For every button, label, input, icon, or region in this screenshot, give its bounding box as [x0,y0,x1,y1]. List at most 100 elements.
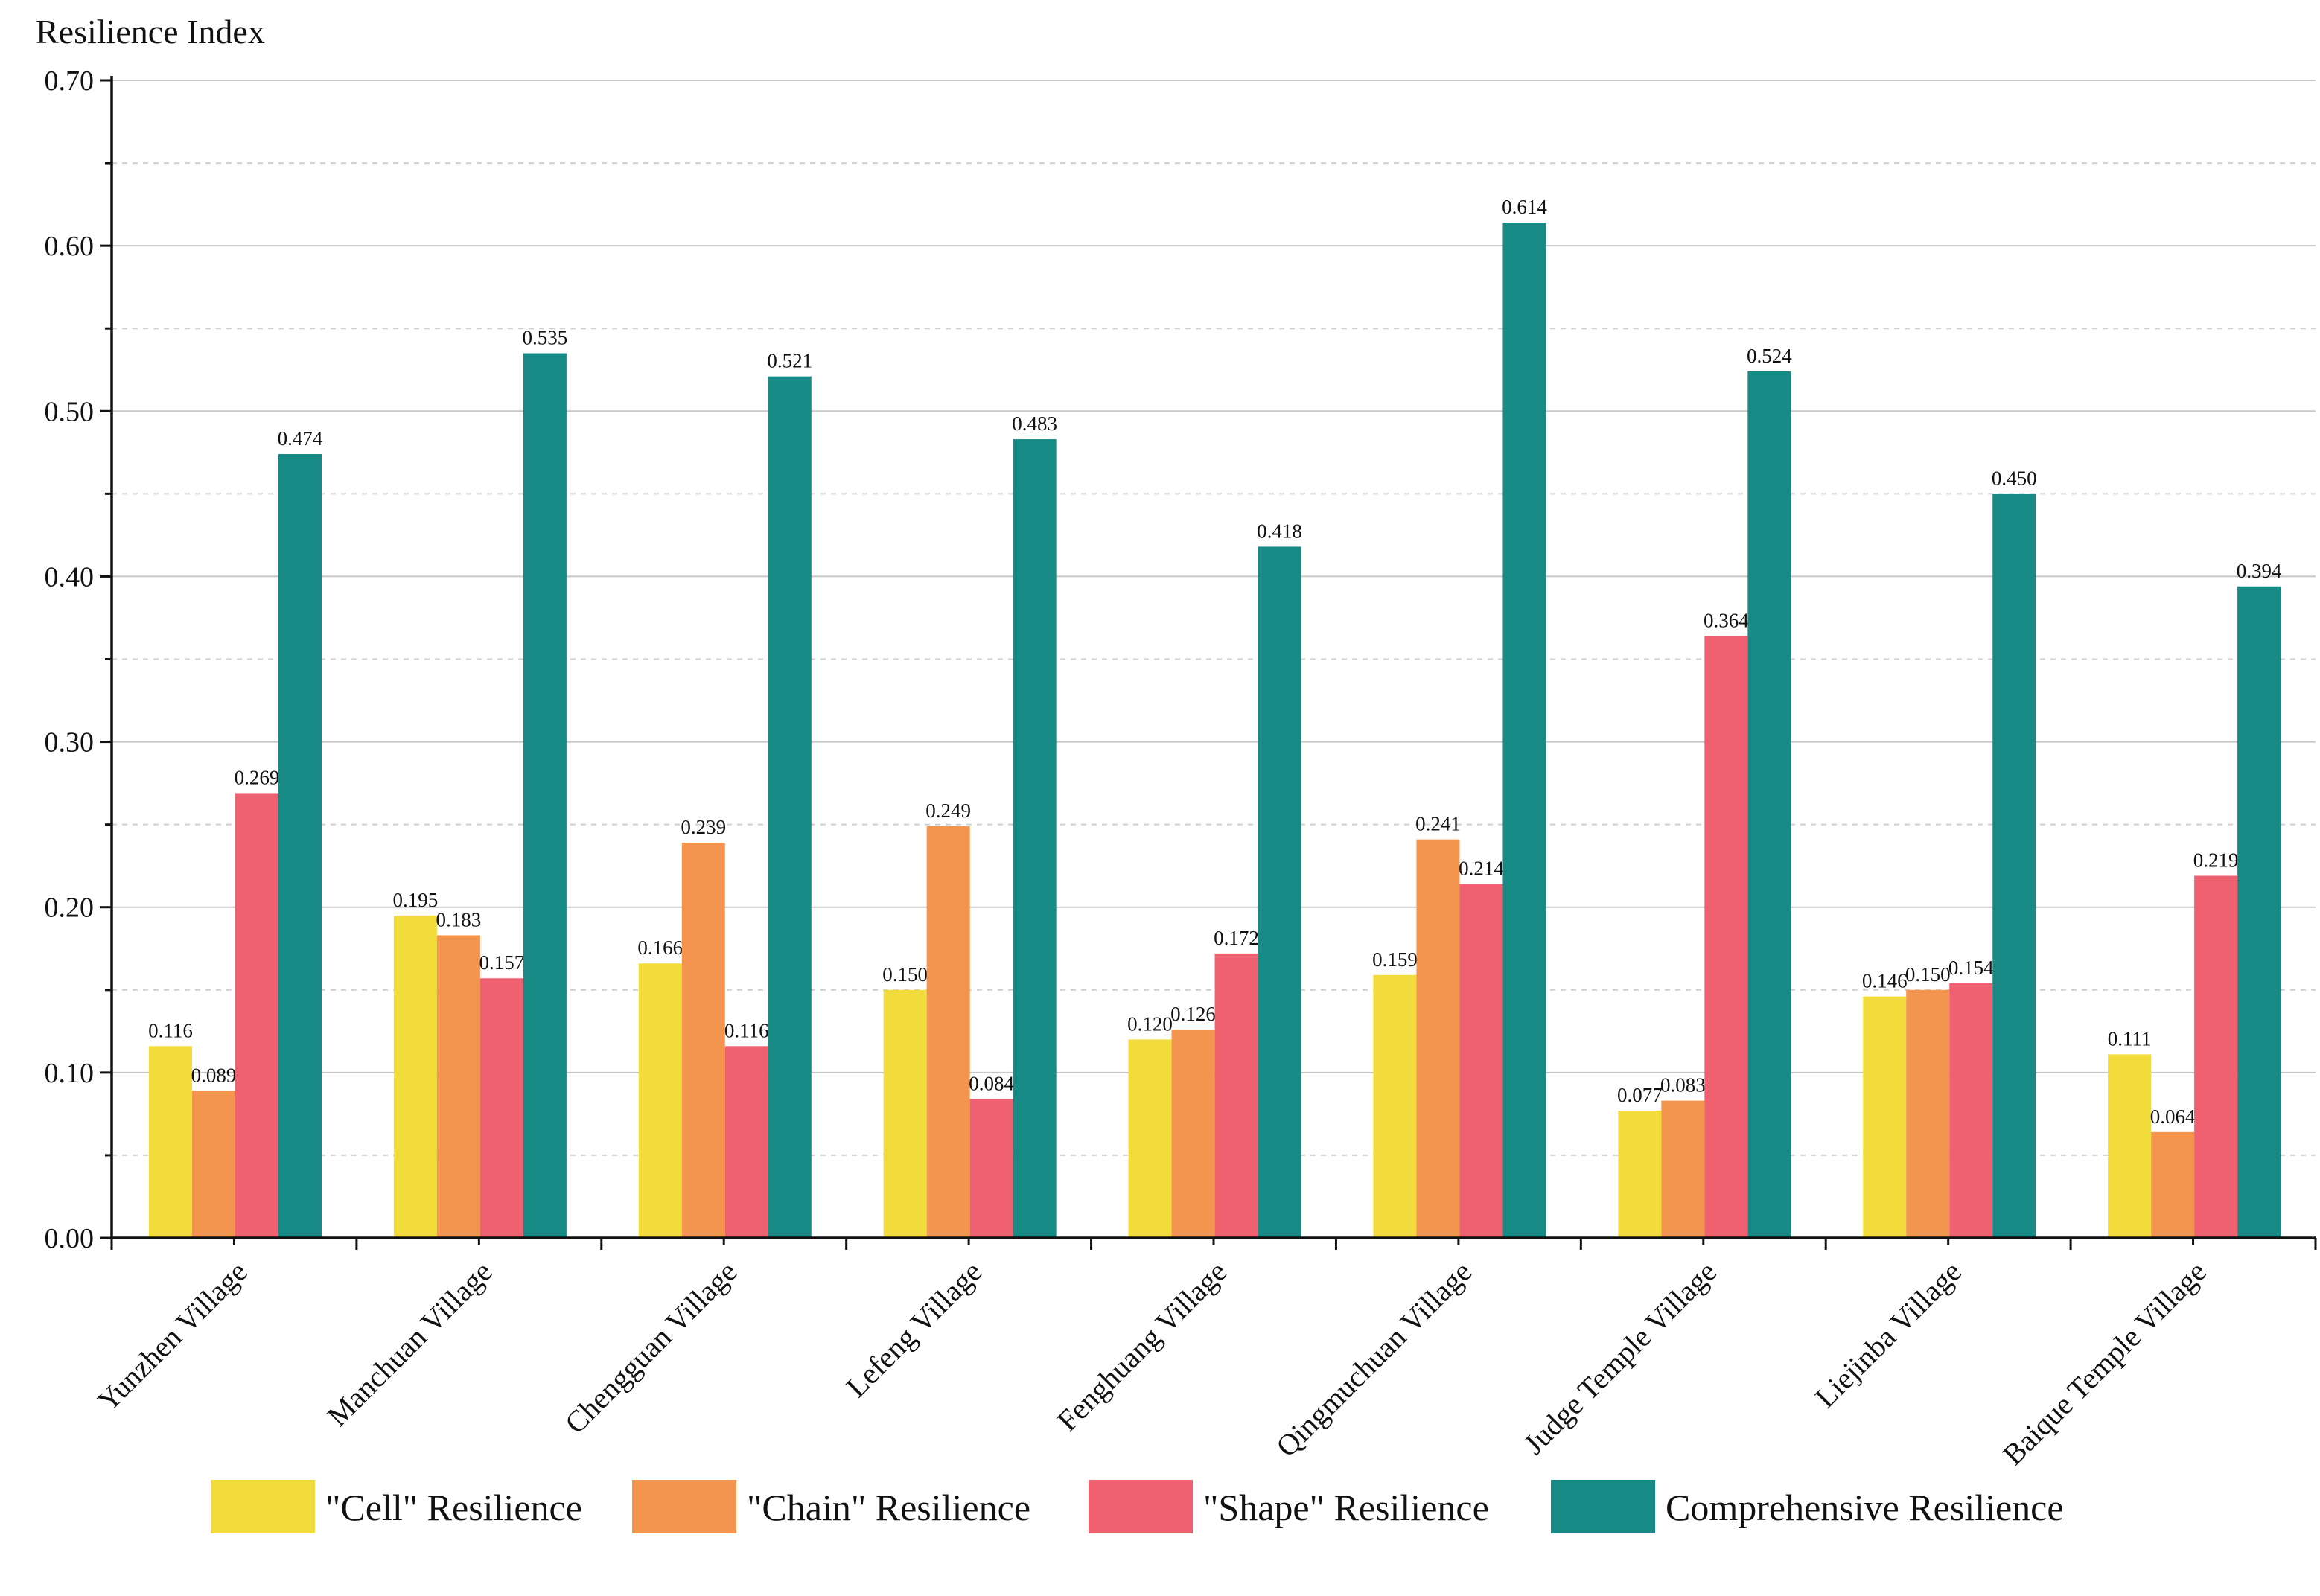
data-label: 0.159 [1372,948,1418,971]
bar [1459,884,1503,1238]
data-label: 0.064 [2150,1105,2196,1128]
bars: 0.116 0.195 0.166 0.150 0.120 0.159 0.077 0.146… [148,196,2282,1239]
x-tick-label: Lefeng Village [839,1255,988,1404]
gridlines [112,80,2316,1156]
data-label: 0.521 [767,350,812,372]
bar [1863,996,1907,1238]
data-label: 0.116 [148,1019,193,1041]
data-label: 0.418 [1257,520,1302,542]
data-label: 0.364 [1704,609,1749,631]
x-tick-label: Qingmuchuan Village [1269,1255,1478,1463]
bar [1906,989,1950,1238]
data-label: 0.084 [969,1072,1014,1094]
bar [1171,1030,1215,1238]
bar [436,935,480,1238]
data-label: 0.111 [2108,1027,2152,1050]
bar [1373,974,1417,1238]
data-label: 0.157 [479,951,525,974]
bar [479,978,523,1238]
data-label: 0.535 [523,327,568,349]
data-label: 0.089 [191,1064,237,1086]
x-tick-label: Yunzhen Village [91,1255,254,1418]
bar [681,843,725,1238]
bar [768,376,812,1238]
data-label: 0.150 [882,963,928,986]
data-label: 0.524 [1747,345,1792,367]
data-label: 0.183 [436,908,482,931]
data-label: 0.195 [393,889,439,911]
bar [638,963,682,1238]
data-label: 0.077 [1617,1084,1663,1106]
data-label: 0.083 [1660,1074,1706,1097]
data-label: 0.146 [1862,970,1908,992]
y-tick-label: 0.20 [45,893,95,924]
bar [1013,439,1057,1238]
y-tick-label: 0.10 [45,1058,95,1089]
data-label: 0.120 [1127,1012,1173,1035]
x-tick-label: Judge Temple Village [1517,1255,1723,1461]
data-label: 0.154 [1948,957,1994,979]
data-label: 0.450 [1992,467,2037,489]
bar [1949,983,1993,1238]
legend: "Cell" Resilience "Chain" Resilience "Shap… [211,1480,2064,1533]
bar [1618,1110,1662,1238]
bar [1214,953,1258,1238]
bar [1258,546,1301,1238]
x-tick-label: Manchuan Village [320,1255,498,1433]
data-label: 0.214 [1459,858,1504,880]
data-label: 0.241 [1415,813,1461,835]
data-label: 0.483 [1012,412,1057,435]
bar [969,1099,1013,1238]
bar [149,1046,192,1238]
data-label: 0.269 [235,766,280,788]
bar [2151,1131,2195,1238]
bar [724,1046,768,1238]
y-tick-label: 0.50 [45,396,95,427]
data-label: 0.116 [724,1019,769,1041]
legend-swatch [1551,1480,1655,1533]
x-tick-label: Baique Temple Village [1996,1255,2213,1472]
y-tick-label: 0.30 [45,727,95,759]
bar [1128,1039,1172,1238]
bar [1704,636,1748,1238]
bar [523,353,567,1239]
bar [1992,494,2036,1238]
x-tick-label: Liejinba Village [1808,1255,1968,1414]
bar [1747,371,1791,1238]
legend-swatch [211,1480,315,1533]
bar [2108,1054,2152,1238]
bar [883,989,927,1238]
bar [1416,839,1460,1238]
legend-swatch [632,1480,736,1533]
data-label: 0.249 [925,799,971,822]
y-tick-label: 0.00 [45,1223,95,1254]
data-label: 0.394 [2237,560,2282,582]
y-tick-label: 0.60 [45,231,95,262]
y-tick-label: 0.70 [45,66,95,97]
bar [1502,223,1546,1238]
x-tick-label: Chengguan Village [558,1255,744,1440]
data-label: 0.172 [1214,927,1259,949]
legend-label: "Chain" Resilience [747,1487,1030,1528]
data-label: 0.474 [278,427,323,450]
legend-label: Comprehensive Resilience [1666,1487,2064,1528]
bar [2194,875,2238,1238]
data-label: 0.239 [681,816,726,838]
bar [393,915,437,1238]
y-tick-label: 0.40 [45,561,95,593]
y-axis-title: Resilience Index [36,13,265,51]
bar [926,826,970,1238]
legend-swatch [1089,1480,1193,1533]
bar [235,793,278,1238]
x-tick-label: Fenghuang Village [1051,1255,1234,1438]
data-label: 0.126 [1170,1003,1216,1025]
data-label: 0.150 [1905,963,1951,986]
bar [278,454,322,1238]
data-label: 0.219 [2193,849,2239,872]
data-label: 0.614 [1502,196,1547,218]
bar [1661,1100,1705,1238]
bar [192,1091,235,1238]
bar [2237,586,2281,1238]
legend-label: "Cell" Resilience [325,1487,582,1528]
